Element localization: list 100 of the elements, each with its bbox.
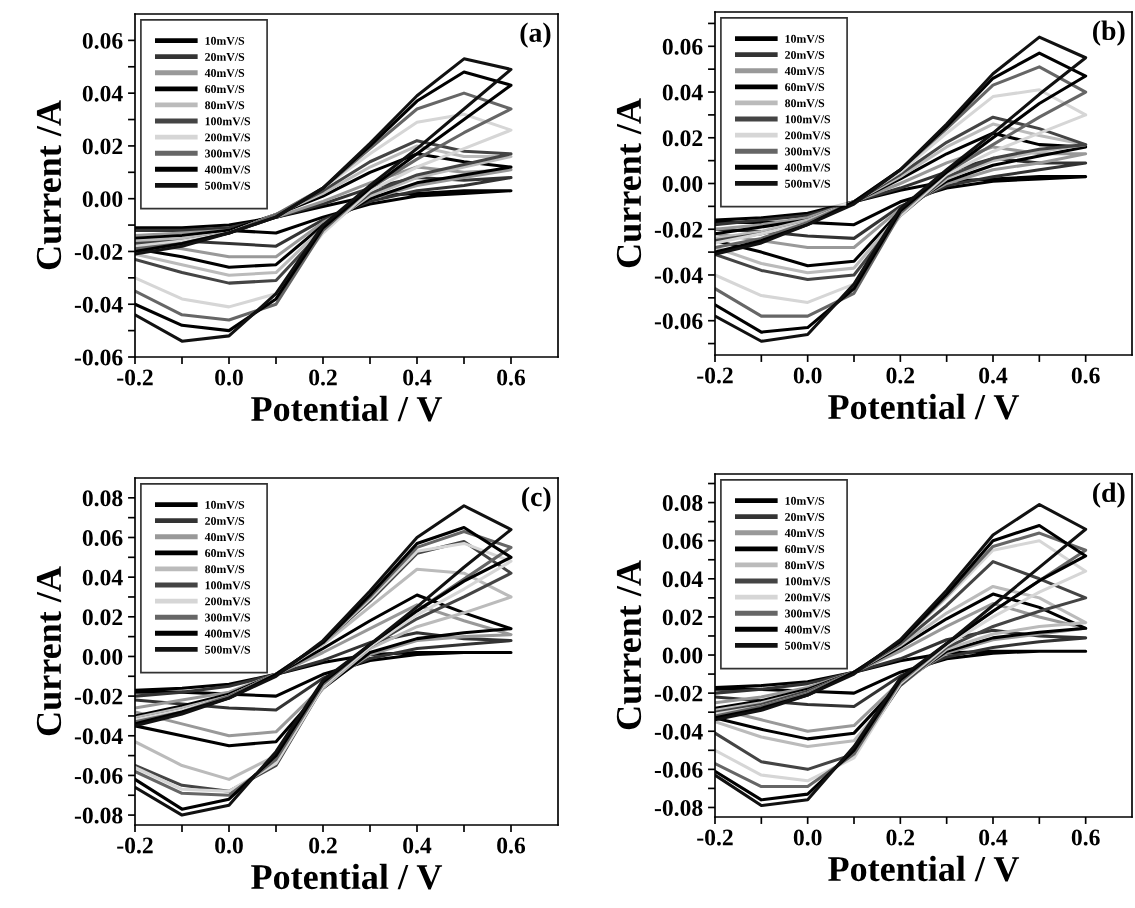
- y-tick-label: 0.04: [662, 571, 703, 588]
- y-tick-label: 0.08: [662, 495, 703, 512]
- legend-label: 20mV/S: [785, 512, 825, 521]
- y-tick-label: 0.02: [662, 130, 703, 147]
- x-tick-label: 0.4: [979, 367, 1008, 384]
- legend-label: 80mV/S: [785, 561, 825, 570]
- y-tick-label: -0.04: [74, 728, 123, 745]
- chart-title: (d): [1093, 482, 1125, 508]
- legend-label: 100mV/S: [785, 115, 831, 124]
- y-tick-label: 0.00: [662, 647, 703, 664]
- legend-label: 40mV/S: [204, 533, 245, 542]
- legend-label: 60mV/S: [205, 549, 245, 558]
- y-tick-label: -0.04: [654, 267, 703, 284]
- x-tick-label: -0.2: [697, 829, 733, 846]
- legend-label: 500mV/S: [205, 181, 251, 190]
- y-tick-label: -0.06: [74, 767, 123, 784]
- x-tick-label: -0.2: [117, 369, 153, 386]
- x-tick-label: 0.2: [309, 837, 337, 854]
- legend-label: 100mV/S: [205, 117, 251, 126]
- y-tick-label: -0.06: [654, 761, 703, 778]
- y-tick-label: -0.06: [654, 313, 703, 330]
- x-tick-label: 0.0: [215, 369, 243, 386]
- legend-label: 10mV/S: [785, 34, 825, 43]
- y-tick-label: -0.04: [74, 296, 123, 313]
- y-tick-label: -0.08: [654, 799, 703, 816]
- legend-label: 300mV/S: [205, 613, 251, 622]
- x-tick-label: 0.4: [403, 837, 432, 854]
- y-tick-label: 0.06: [82, 529, 123, 547]
- y-tick-label: 0.06: [662, 38, 703, 55]
- legend-label: 80mV/S: [785, 99, 825, 108]
- y-tick-label: 0.00: [82, 191, 123, 208]
- legend-label: 500mV/S: [205, 645, 251, 654]
- legend-label: 60mV/S: [785, 545, 825, 554]
- y-tick-label: -0.02: [74, 243, 123, 260]
- y-tick-label: 0.08: [82, 490, 123, 507]
- legend-label: 40mV/S: [784, 67, 825, 76]
- y-tick-label: 0.00: [82, 648, 123, 665]
- legend-label: 500mV/S: [785, 179, 831, 188]
- y-tick-label: 0.02: [82, 609, 123, 626]
- y-tick-label: 0.06: [82, 32, 123, 49]
- y-axis-title: Current /A: [36, 100, 62, 270]
- legend-label: 200mV/S: [205, 597, 251, 606]
- y-axis-title: Current /A: [616, 560, 642, 730]
- y-axis-title: Current /A: [616, 98, 642, 268]
- y-tick-label: 0.02: [82, 138, 123, 155]
- legend-label: 400mV/S: [784, 163, 831, 172]
- y-tick-label: 0.06: [662, 533, 703, 550]
- x-tick-label: 0.6: [1071, 829, 1100, 846]
- y-tick-label: 0.04: [82, 85, 123, 102]
- chart-title: (c): [522, 486, 551, 512]
- y-tick-label: -0.04: [654, 723, 703, 740]
- legend-label: 80mV/S: [205, 101, 245, 110]
- y-tick-label: 0.00: [662, 175, 703, 193]
- legend-label: 80mV/S: [205, 565, 245, 574]
- chart-title: (a): [520, 22, 551, 48]
- x-tick-label: 0.4: [979, 829, 1008, 846]
- y-tick-label: 0.04: [82, 569, 123, 586]
- x-tick-label: 0.0: [793, 829, 822, 846]
- x-tick-label: 0.2: [886, 367, 915, 384]
- x-axis-title: Potential / V: [828, 393, 1020, 420]
- legend-label: 200mV/S: [785, 593, 831, 602]
- x-tick-label: 0.0: [793, 367, 822, 384]
- legend-label: 40mV/S: [784, 529, 825, 538]
- x-tick-label: 0.2: [886, 829, 915, 846]
- x-tick-label: 0.2: [309, 369, 337, 386]
- legend-label: 20mV/S: [205, 52, 245, 61]
- legend-label: 40mV/S: [204, 69, 245, 78]
- legend-label: 400mV/S: [204, 165, 251, 174]
- x-tick-label: 0.6: [1071, 367, 1100, 384]
- y-tick-label: -0.08: [74, 807, 123, 824]
- y-tick-label: -0.02: [654, 685, 703, 702]
- x-tick-label: 0.0: [215, 837, 243, 854]
- legend-label: 10mV/S: [205, 36, 245, 45]
- y-axis-title: Current /A: [36, 566, 62, 736]
- y-tick-label: 0.04: [662, 84, 703, 101]
- legend-label: 100mV/S: [205, 581, 251, 590]
- legend-label: 300mV/S: [785, 609, 831, 618]
- legend-label: 100mV/S: [785, 577, 831, 586]
- x-axis-title: Potential / V: [251, 395, 443, 422]
- x-tick-label: 0.6: [497, 369, 526, 386]
- x-tick-label: 0.6: [497, 837, 526, 854]
- legend-label: 400mV/S: [784, 625, 831, 634]
- legend-label: 20mV/S: [785, 50, 825, 59]
- legend-label: 10mV/S: [785, 496, 825, 505]
- legend-label: 300mV/S: [785, 147, 831, 156]
- legend-label: 60mV/S: [205, 85, 245, 94]
- legend-label: 60mV/S: [785, 83, 825, 92]
- y-tick-label: -0.02: [74, 688, 123, 705]
- y-tick-label: 0.02: [662, 609, 703, 626]
- x-tick-label: 0.4: [403, 369, 432, 386]
- x-axis-title: Potential / V: [251, 863, 443, 890]
- legend-label: 10mV/S: [205, 500, 245, 509]
- y-tick-label: -0.02: [654, 221, 703, 238]
- chart-title: (b): [1093, 20, 1125, 46]
- legend-label: 200mV/S: [785, 131, 831, 140]
- x-axis-title: Potential / V: [828, 855, 1020, 882]
- legend-label: 200mV/S: [205, 133, 251, 142]
- x-tick-label: -0.2: [117, 837, 153, 854]
- legend-label: 20mV/S: [205, 516, 245, 525]
- x-tick-label: -0.2: [697, 367, 733, 384]
